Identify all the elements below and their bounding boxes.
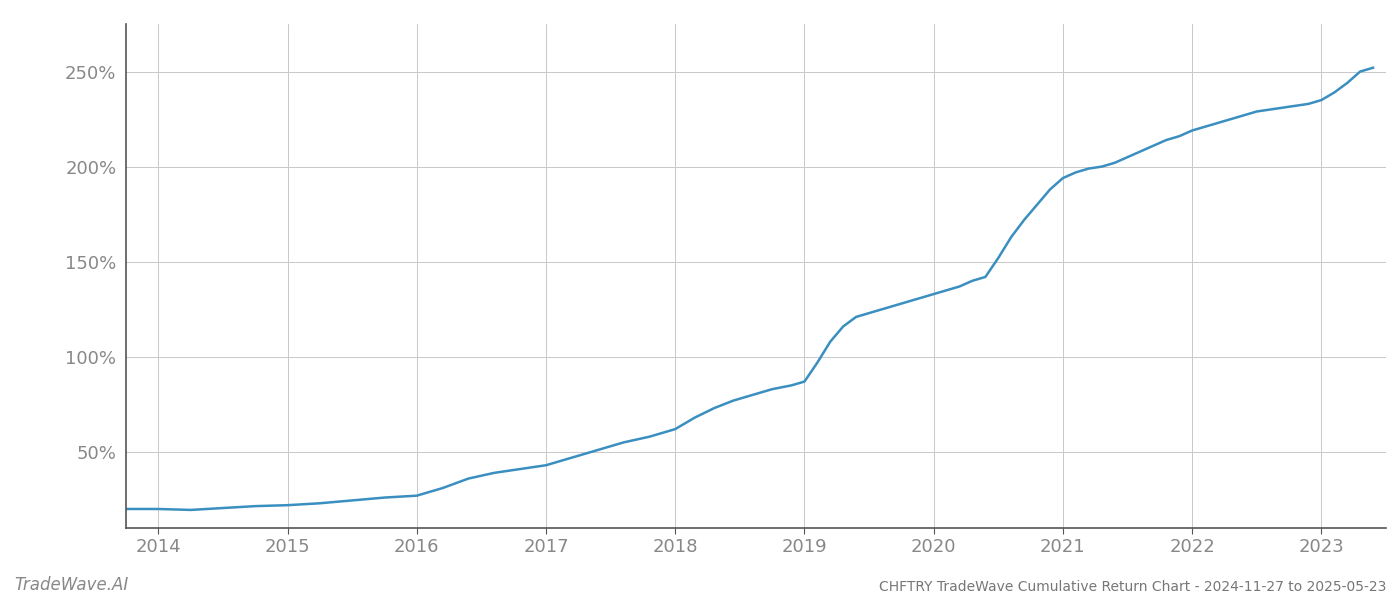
Text: CHFTRY TradeWave Cumulative Return Chart - 2024-11-27 to 2025-05-23: CHFTRY TradeWave Cumulative Return Chart… — [879, 580, 1386, 594]
Text: TradeWave.AI: TradeWave.AI — [14, 576, 129, 594]
